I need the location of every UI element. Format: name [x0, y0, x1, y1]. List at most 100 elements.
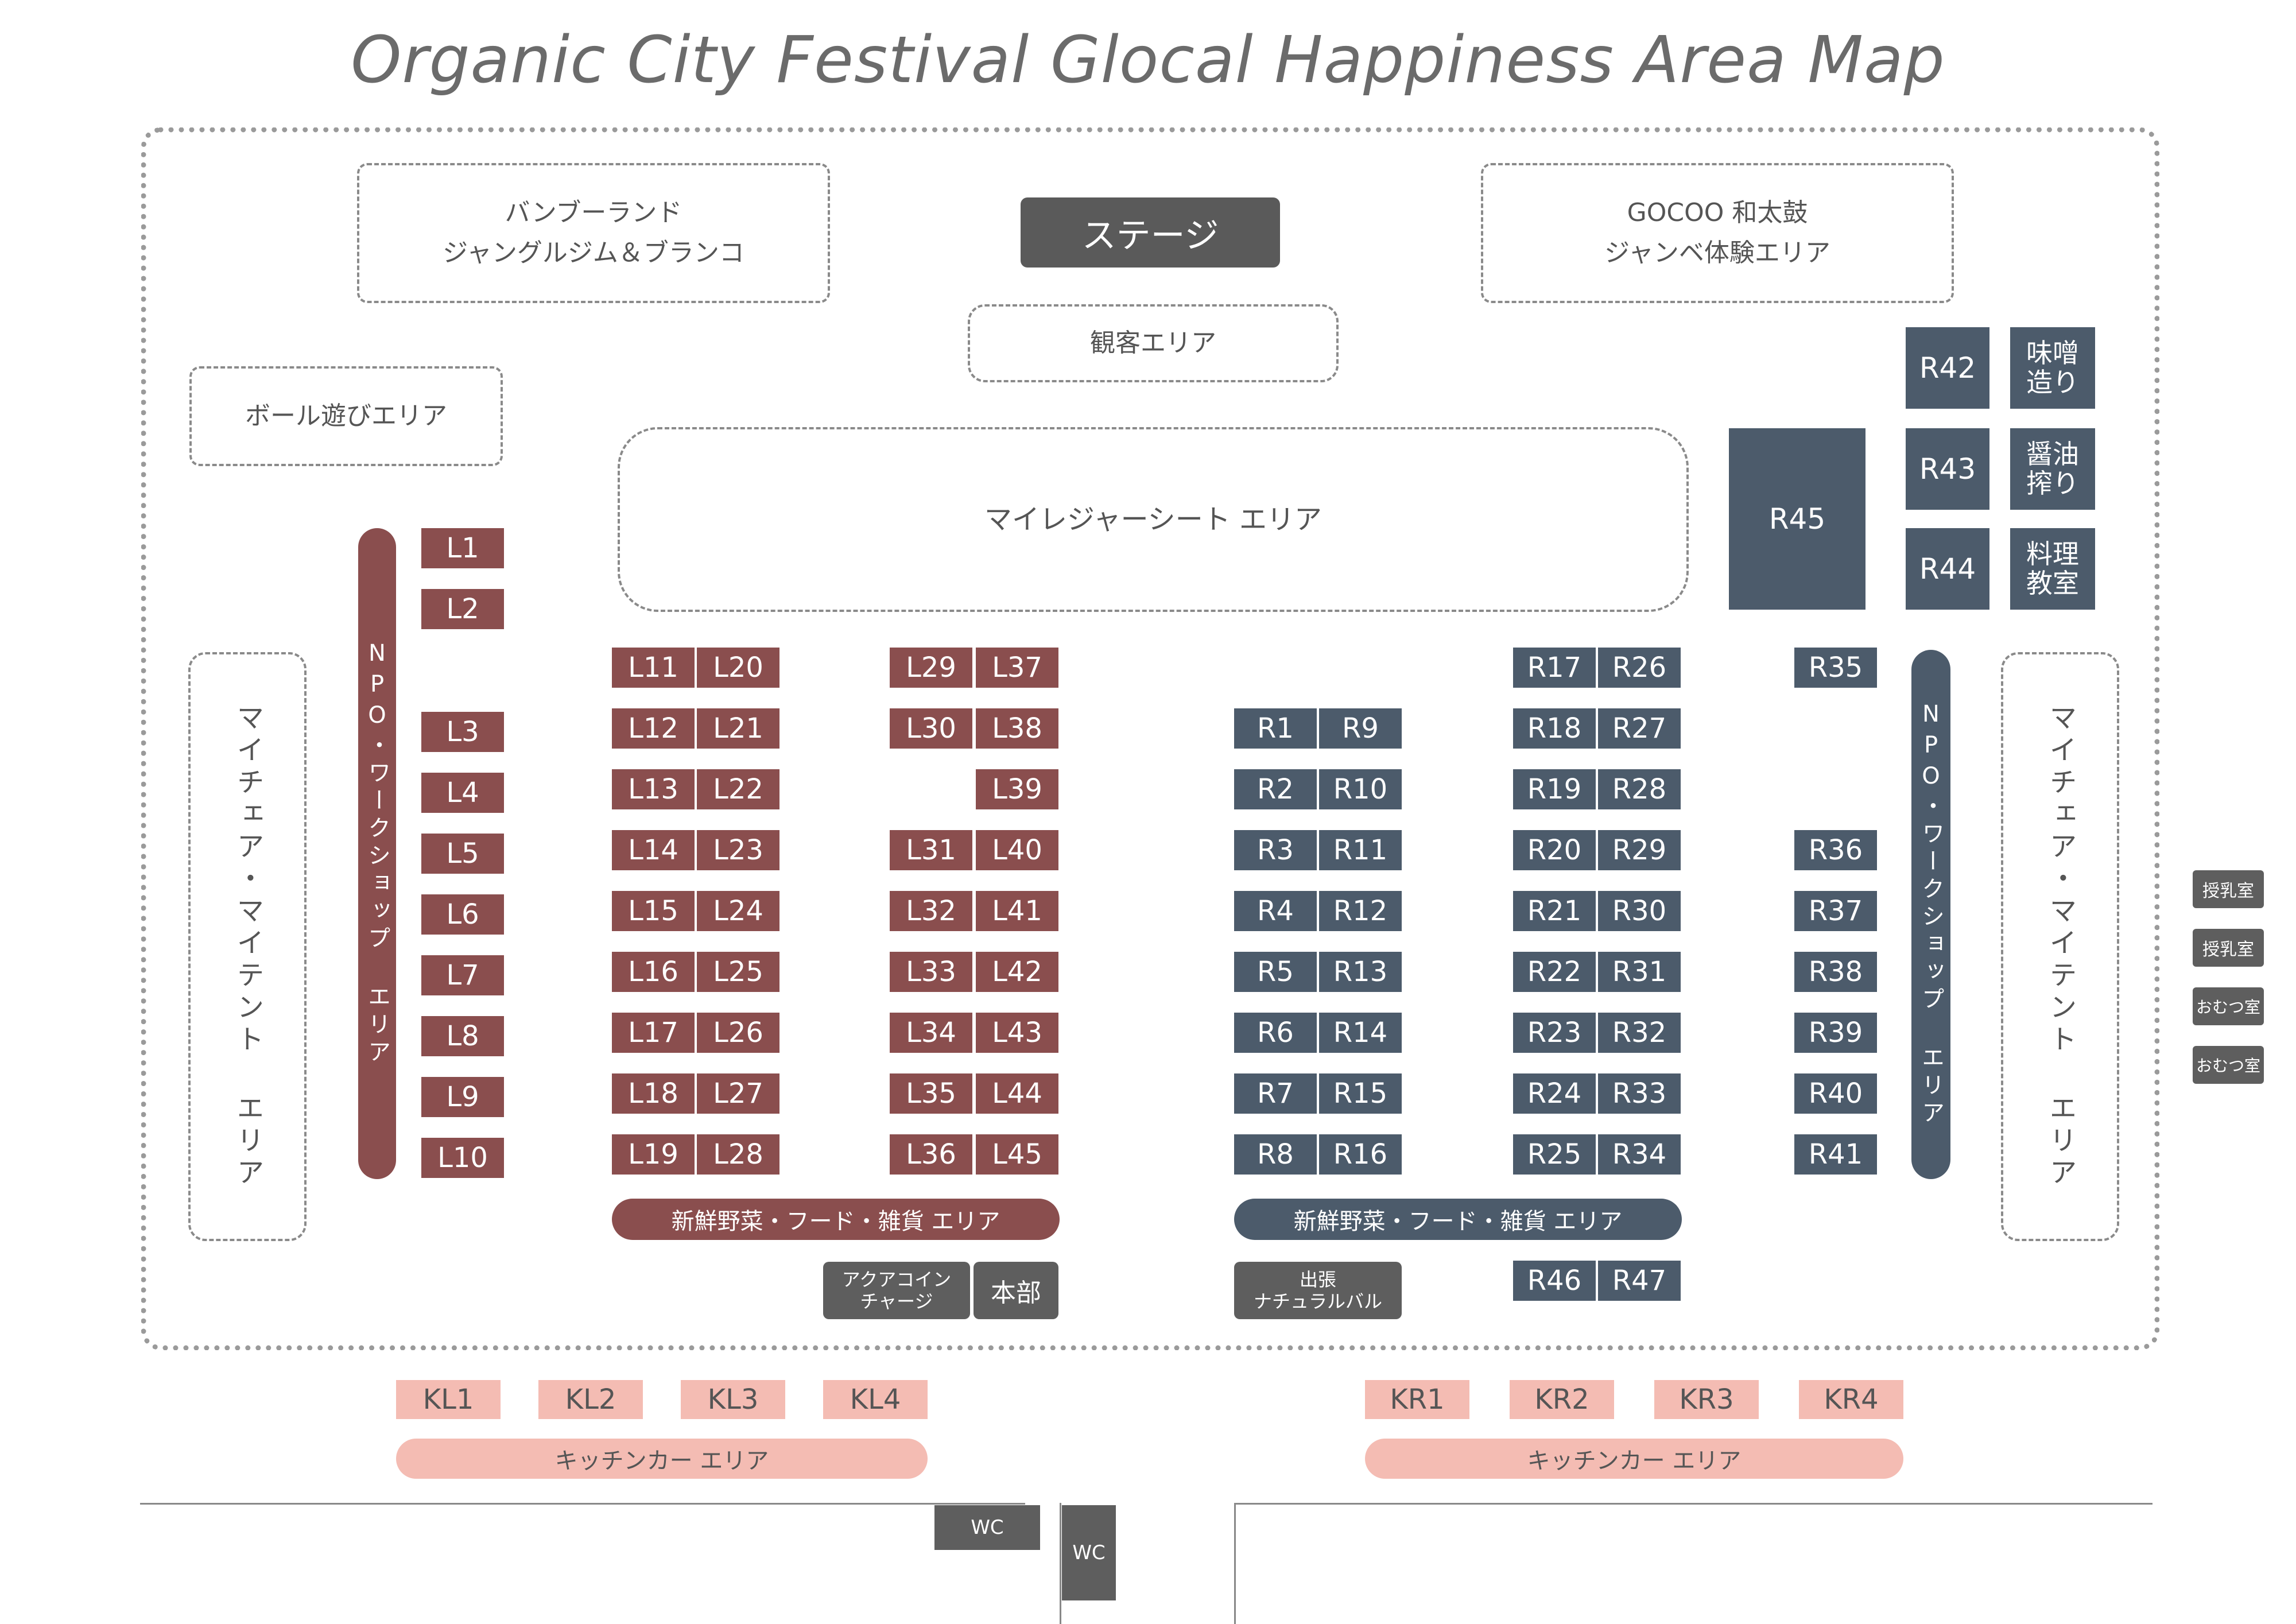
booth-R36[interactable]: R36 — [1794, 830, 1877, 870]
kitchen-car-area-left[interactable]: キッチンカー エリア — [396, 1439, 928, 1479]
booth-L5[interactable]: L5 — [421, 834, 504, 874]
booth-L16[interactable]: L16 — [612, 952, 695, 992]
booth-R21[interactable]: R21 — [1513, 891, 1596, 931]
booth-L8[interactable]: L8 — [421, 1016, 504, 1056]
booth-L12[interactable]: L12 — [612, 708, 695, 749]
booth-L31[interactable]: L31 — [890, 830, 972, 870]
wc-1[interactable]: WC — [934, 1505, 1040, 1550]
booth-L26[interactable]: L26 — [697, 1013, 779, 1053]
booth-R5[interactable]: R5 — [1234, 952, 1317, 992]
booth-L19[interactable]: L19 — [612, 1134, 695, 1175]
booth-L17[interactable]: L17 — [612, 1013, 695, 1053]
booth-R46[interactable]: R46 — [1513, 1261, 1596, 1301]
booth-L45[interactable]: L45 — [976, 1134, 1058, 1175]
booth-L35[interactable]: L35 — [890, 1073, 972, 1114]
natural-bar-booth[interactable]: 出張 ナチュラルバル — [1234, 1262, 1402, 1319]
booth-L7[interactable]: L7 — [421, 955, 504, 995]
booth-R32[interactable]: R32 — [1598, 1013, 1681, 1053]
booth-L40[interactable]: L40 — [976, 830, 1058, 870]
booth-R22[interactable]: R22 — [1513, 952, 1596, 992]
leisure-sheet-area[interactable]: マイレジャーシート エリア — [618, 427, 1689, 612]
booth-L41[interactable]: L41 — [976, 891, 1058, 931]
booth-L42[interactable]: L42 — [976, 952, 1058, 992]
booth-L28[interactable]: L28 — [697, 1134, 779, 1175]
wc-2[interactable]: WC — [1062, 1505, 1116, 1600]
booth-R42[interactable]: R42 — [1906, 327, 1989, 409]
kitchen-KR2[interactable]: KR2 — [1510, 1380, 1614, 1419]
booth-R9[interactable]: R9 — [1319, 708, 1402, 749]
booth-R27[interactable]: R27 — [1598, 708, 1681, 749]
booth-L9[interactable]: L9 — [421, 1077, 504, 1117]
booth-R34[interactable]: R34 — [1598, 1134, 1681, 1175]
booth-L11[interactable]: L11 — [612, 648, 695, 688]
headquarters[interactable]: 本部 — [974, 1262, 1058, 1319]
booth-R19[interactable]: R19 — [1513, 769, 1596, 809]
booth-L23[interactable]: L23 — [697, 830, 779, 870]
kitchen-KL1[interactable]: KL1 — [396, 1380, 501, 1419]
booth-R25[interactable]: R25 — [1513, 1134, 1596, 1175]
booth-R43[interactable]: R43 — [1906, 428, 1989, 510]
booth-L36[interactable]: L36 — [890, 1134, 972, 1175]
booth-L38[interactable]: L38 — [976, 708, 1058, 749]
booth-R37[interactable]: R37 — [1794, 891, 1877, 931]
kitchen-KR3[interactable]: KR3 — [1654, 1380, 1759, 1419]
ball-play-area[interactable]: ボール遊びエリア — [189, 366, 503, 466]
soy-sauce-booth[interactable]: 醤油 搾り — [2010, 428, 2095, 510]
stage[interactable]: ステージ — [1021, 197, 1280, 268]
booth-R33[interactable]: R33 — [1598, 1073, 1681, 1114]
booth-L14[interactable]: L14 — [612, 830, 695, 870]
fresh-food-area-right[interactable]: 新鮮野菜・フード・雑貨 エリア — [1234, 1199, 1682, 1240]
aqua-coin-charge[interactable]: アクアコイン チャージ — [823, 1262, 970, 1319]
cooking-class-booth[interactable]: 料理 教室 — [2010, 528, 2095, 610]
booth-L27[interactable]: L27 — [697, 1073, 779, 1114]
booth-L43[interactable]: L43 — [976, 1013, 1058, 1053]
booth-R44[interactable]: R44 — [1906, 528, 1989, 610]
booth-L34[interactable]: L34 — [890, 1013, 972, 1053]
booth-R39[interactable]: R39 — [1794, 1013, 1877, 1053]
booth-R13[interactable]: R13 — [1319, 952, 1402, 992]
booth-R45[interactable]: R45 — [1729, 428, 1865, 610]
gocoo-taiko-area[interactable]: GOCOO 和太鼓 ジャンベ体験エリア — [1481, 163, 1954, 303]
bamboo-land-area[interactable]: バンブーランド ジャングルジム＆ブランコ — [357, 163, 830, 303]
booth-R10[interactable]: R10 — [1319, 769, 1402, 809]
booth-L13[interactable]: L13 — [612, 769, 695, 809]
npo-workshop-area-left[interactable]: NPO・ワークショップ エリア — [358, 528, 396, 1179]
booth-R4[interactable]: R4 — [1234, 891, 1317, 931]
booth-R8[interactable]: R8 — [1234, 1134, 1317, 1175]
nursing-room-1[interactable]: 授乳室 — [2193, 870, 2264, 908]
my-chair-tent-area-right[interactable]: マイチェア・マイテント エリア — [2001, 652, 2119, 1241]
booth-L18[interactable]: L18 — [612, 1073, 695, 1114]
booth-L24[interactable]: L24 — [697, 891, 779, 931]
kitchen-KL4[interactable]: KL4 — [823, 1380, 928, 1419]
booth-R1[interactable]: R1 — [1234, 708, 1317, 749]
booth-R16[interactable]: R16 — [1319, 1134, 1402, 1175]
booth-L39[interactable]: L39 — [976, 769, 1058, 809]
kitchen-KR1[interactable]: KR1 — [1365, 1380, 1469, 1419]
kitchen-KL3[interactable]: KL3 — [681, 1380, 785, 1419]
fresh-food-area-left[interactable]: 新鮮野菜・フード・雑貨 エリア — [612, 1199, 1060, 1240]
kitchen-KL2[interactable]: KL2 — [538, 1380, 643, 1419]
booth-R35[interactable]: R35 — [1794, 648, 1877, 688]
booth-R23[interactable]: R23 — [1513, 1013, 1596, 1053]
booth-R2[interactable]: R2 — [1234, 769, 1317, 809]
booth-L37[interactable]: L37 — [976, 648, 1058, 688]
booth-L20[interactable]: L20 — [697, 648, 779, 688]
booth-R30[interactable]: R30 — [1598, 891, 1681, 931]
booth-L44[interactable]: L44 — [976, 1073, 1058, 1114]
my-chair-tent-area-left[interactable]: マイチェア・マイテント エリア — [188, 652, 307, 1241]
booth-R26[interactable]: R26 — [1598, 648, 1681, 688]
booth-L10[interactable]: L10 — [421, 1138, 504, 1178]
booth-R28[interactable]: R28 — [1598, 769, 1681, 809]
diaper-room-2[interactable]: おむつ室 — [2193, 1046, 2264, 1084]
booth-R38[interactable]: R38 — [1794, 952, 1877, 992]
audience-area[interactable]: 観客エリア — [968, 304, 1339, 382]
booth-L1[interactable]: L1 — [421, 528, 504, 568]
booth-L3[interactable]: L3 — [421, 712, 504, 752]
booth-R3[interactable]: R3 — [1234, 830, 1317, 870]
booth-R14[interactable]: R14 — [1319, 1013, 1402, 1053]
booth-R40[interactable]: R40 — [1794, 1073, 1877, 1114]
booth-R17[interactable]: R17 — [1513, 648, 1596, 688]
booth-R18[interactable]: R18 — [1513, 708, 1596, 749]
kitchen-KR4[interactable]: KR4 — [1799, 1380, 1903, 1419]
kitchen-car-area-right[interactable]: キッチンカー エリア — [1365, 1439, 1903, 1479]
